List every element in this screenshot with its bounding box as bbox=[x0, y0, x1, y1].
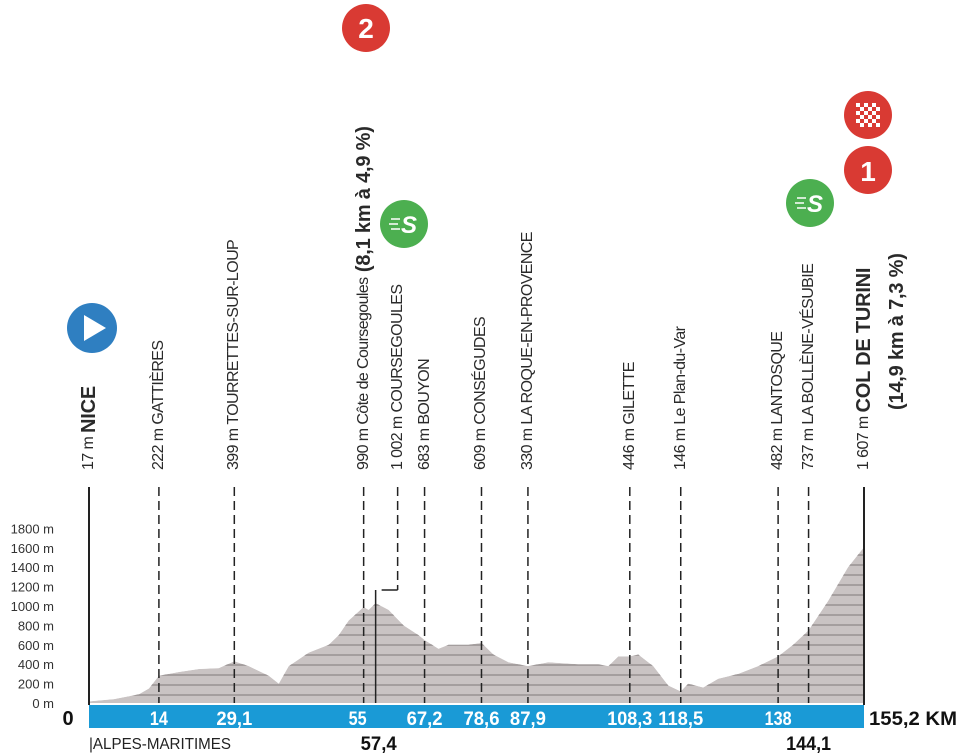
checker-square bbox=[856, 103, 860, 107]
waypoint-label: 737 m LA BOLLÈNE-VÉSUBIE bbox=[798, 0, 820, 470]
elevation-profile-area bbox=[89, 547, 864, 703]
profile-mask bbox=[89, 480, 864, 703]
checker-square bbox=[860, 115, 864, 119]
waypoint-name: BOUYON bbox=[415, 358, 433, 425]
checker-square bbox=[860, 123, 864, 127]
km-end-label: 155,2 KM bbox=[869, 709, 957, 730]
km-label: 14 bbox=[150, 709, 168, 730]
sprint-icon bbox=[786, 179, 834, 227]
sprint-letter: S bbox=[807, 191, 823, 218]
waypoint-label: 482 m LANTOSQUE bbox=[767, 0, 789, 470]
waypoint-name: NICE bbox=[78, 385, 100, 433]
y-tick-label: 1200 m bbox=[11, 580, 54, 595]
waypoint-altitude: 990 m bbox=[354, 424, 372, 470]
waypoint-label: 17 m NICE bbox=[78, 0, 100, 470]
checker-square bbox=[872, 103, 876, 107]
waypoint-label: 399 m TOURRETTES-SUR-LOUP bbox=[223, 0, 245, 470]
y-tick-label: 800 m bbox=[18, 618, 54, 633]
checker-square bbox=[876, 107, 880, 111]
waypoint-name: CONSÉGUDES bbox=[472, 316, 490, 425]
waypoint-altitude: 482 m bbox=[769, 424, 787, 470]
waypoint-name: GATTIÈRES bbox=[149, 340, 167, 425]
waypoint-altitude: 17 m bbox=[80, 432, 97, 470]
y-tick-label: 200 m bbox=[18, 677, 54, 692]
checker-square bbox=[860, 107, 864, 111]
km-label: 108,3 bbox=[607, 709, 652, 730]
play-triangle-icon bbox=[84, 315, 106, 341]
waypoint-altitude: 1 002 m bbox=[388, 412, 406, 470]
waypoint-altitude: 1 607 m bbox=[855, 412, 872, 470]
km-label: 67,2 bbox=[407, 709, 443, 730]
waypoint-label: 330 m LA ROQUE-EN-PROVENCE bbox=[517, 0, 539, 470]
waypoint-label: 146 m Le Plan-du-Var bbox=[670, 0, 692, 470]
km-label: 55 bbox=[349, 709, 367, 730]
waypoint-name: Côte de Coursegoules bbox=[354, 277, 372, 425]
climb-category-1-icon bbox=[844, 146, 892, 194]
waypoint-label: 990 m Côte de Coursegoules (8,1 km à 4,9… bbox=[353, 0, 375, 470]
waypoint-altitude: 399 m bbox=[225, 424, 243, 470]
checker-square bbox=[876, 115, 880, 119]
checker-square bbox=[864, 119, 868, 123]
waypoint-label-line2: (14,9 km à 7,3 %) bbox=[886, 0, 908, 410]
y-tick-label: 400 m bbox=[18, 657, 54, 672]
waypoint-name: LANTOSQUE bbox=[769, 331, 787, 425]
waypoint-label: 222 m GATTIÈRES bbox=[148, 0, 170, 470]
checker-square bbox=[868, 115, 872, 119]
waypoint-name: GILETTE bbox=[620, 362, 638, 425]
climb-category-number: 1 bbox=[860, 156, 876, 187]
y-tick-label: 600 m bbox=[18, 638, 54, 653]
waypoint-name: COL DE TURINI bbox=[853, 267, 875, 413]
y-tick-label: 1800 m bbox=[11, 521, 54, 536]
waypoint-name: TOURRETTES-SUR-LOUP bbox=[225, 239, 243, 425]
checker-square bbox=[872, 119, 876, 123]
department-label: |ALPES-MARITIMES bbox=[89, 736, 231, 753]
waypoint-name: COURSEGOULES bbox=[388, 284, 406, 413]
waypoint-label: 609 m CONSÉGUDES bbox=[470, 0, 492, 470]
waypoint-label: 1 002 m COURSEGOULES bbox=[387, 0, 409, 470]
waypoint-altitude: 146 m bbox=[671, 424, 689, 470]
waypoint-altitude: 737 m bbox=[799, 424, 817, 470]
below-km-label: 57,4 bbox=[361, 734, 397, 755]
checker-square bbox=[864, 103, 868, 107]
waypoint-altitude: 222 m bbox=[149, 424, 167, 470]
checker-square bbox=[856, 119, 860, 123]
waypoint-name: Le Plan-du-Var bbox=[671, 326, 689, 425]
y-tick-label: 1000 m bbox=[11, 599, 54, 614]
waypoint-altitude: 683 m bbox=[415, 424, 433, 470]
waypoint-label: 446 m GILETTE bbox=[619, 0, 641, 470]
climb-category-number: 2 bbox=[358, 13, 374, 44]
below-km-label: 144,1 bbox=[786, 734, 831, 755]
y-tick-label: 0 m bbox=[32, 696, 54, 711]
waypoint-name: LA BOLLÈNE-VÉSUBIE bbox=[799, 263, 817, 425]
climb-detail: (14,9 km à 7,3 %) bbox=[886, 253, 908, 410]
waypoint-label: 683 m BOUYON bbox=[414, 0, 436, 470]
climb-category-2-icon bbox=[342, 4, 390, 52]
km-label: 29,1 bbox=[216, 709, 252, 730]
waypoint-name: LA ROQUE-EN-PROVENCE bbox=[518, 232, 536, 425]
waypoint-altitude: 330 m bbox=[518, 424, 536, 470]
km-label: 118,5 bbox=[658, 709, 703, 730]
km-label: 78,6 bbox=[463, 709, 499, 730]
checker-square bbox=[872, 111, 876, 115]
climb-detail: (8,1 km à 4,9 %) bbox=[352, 126, 375, 278]
y-tick-label: 1600 m bbox=[11, 541, 54, 556]
km-label: 138 bbox=[765, 709, 792, 730]
checker-square bbox=[868, 123, 872, 127]
checker-square bbox=[876, 123, 880, 127]
waypoint-altitude: 609 m bbox=[472, 424, 490, 470]
waypoint-altitude: 446 m bbox=[620, 424, 638, 470]
km-start-label: 0 bbox=[62, 708, 73, 730]
y-tick-label: 1400 m bbox=[11, 560, 54, 575]
checker-square bbox=[868, 107, 872, 111]
km-label: 87,9 bbox=[510, 709, 546, 730]
checker-square bbox=[864, 111, 868, 115]
sprint-letter: S bbox=[401, 212, 417, 239]
sprint-icon bbox=[380, 200, 428, 248]
waypoint-label: 1 607 m COL DE TURINI bbox=[853, 0, 875, 470]
km-bar bbox=[89, 705, 864, 728]
checker-square bbox=[856, 111, 860, 115]
